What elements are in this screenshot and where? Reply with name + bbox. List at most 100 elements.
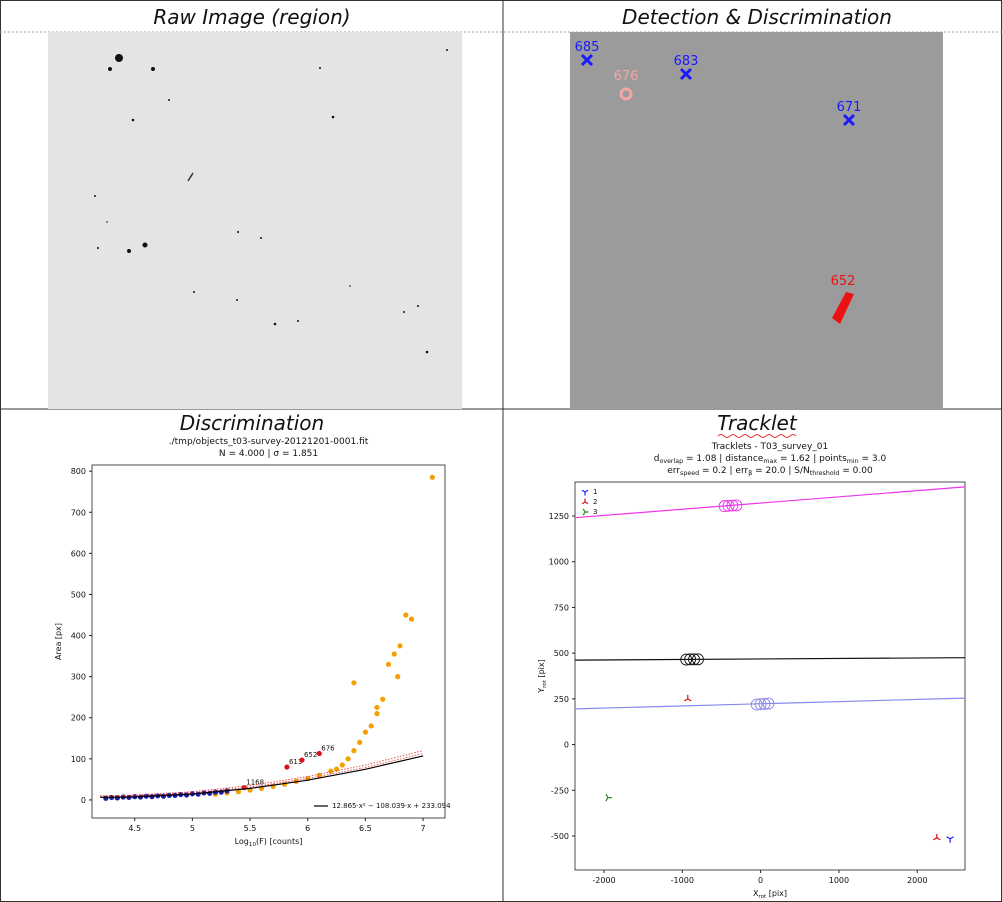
y-tick-label: 600 xyxy=(71,549,86,558)
y-tick-label: 100 xyxy=(71,754,86,763)
marker xyxy=(605,793,612,802)
y-tick-label: 1250 xyxy=(549,512,569,521)
ring xyxy=(684,653,697,666)
y-tick-label: 200 xyxy=(71,713,86,722)
detection-label: 683 xyxy=(674,54,699,69)
point xyxy=(362,729,369,735)
x-tick-label: 7 xyxy=(421,824,426,833)
chart-subtitle: N = 4.000 | σ = 1.851 xyxy=(219,449,318,459)
spell-underline xyxy=(717,434,797,438)
legend-marker xyxy=(581,498,589,505)
marker xyxy=(946,836,954,843)
detection-label: 676 xyxy=(614,69,639,84)
detection-image: 685 683 676 671 652 xyxy=(570,32,943,410)
point xyxy=(374,704,380,711)
y-tick-label: 500 xyxy=(71,590,86,599)
point xyxy=(235,789,242,795)
detection-label: 652 xyxy=(831,274,856,289)
y-tick-label: 1000 xyxy=(549,557,569,566)
axes xyxy=(574,481,966,871)
raw-image xyxy=(48,32,462,409)
y-axis-label: Area [px] xyxy=(54,623,63,660)
point-label: 652 xyxy=(304,751,317,759)
x-tick-label: 0 xyxy=(758,876,763,885)
x-axis-label: Log10(F) [counts] xyxy=(235,837,303,848)
y-tick-label: 500 xyxy=(554,649,569,658)
legend-label: 3 xyxy=(593,508,597,516)
y-tick-label: 800 xyxy=(71,467,86,476)
point xyxy=(207,790,213,796)
y-tick-label: 250 xyxy=(554,694,569,703)
y-tick-label: 400 xyxy=(71,631,86,640)
legend-marker xyxy=(581,489,589,496)
x-tick-label: 2000 xyxy=(907,876,927,885)
point xyxy=(299,757,305,763)
legend-label: 1 xyxy=(593,488,597,496)
x-tick-label: 5 xyxy=(190,824,195,833)
point xyxy=(429,474,435,480)
point-label: 1168 xyxy=(246,779,264,787)
y-tick-label: 0 xyxy=(81,795,86,804)
ring xyxy=(730,499,743,512)
axes xyxy=(91,464,446,819)
fit-line xyxy=(100,753,424,797)
legend-label: 12.865·x² − 108.039·x + 233.094 xyxy=(332,802,451,810)
x-axis-label: Xrot [pix] xyxy=(753,889,787,900)
marker xyxy=(684,694,692,702)
ring xyxy=(758,698,771,710)
x-tick-label: 6.5 xyxy=(359,824,372,833)
y-tick-label: 0 xyxy=(564,740,569,749)
point xyxy=(391,651,397,657)
legend-marker xyxy=(582,508,589,516)
point xyxy=(316,750,322,757)
x-tick-label: -1000 xyxy=(671,876,694,885)
legend-label: 2 xyxy=(593,498,597,506)
chart-subtitle: doverlap = 1.08 | distancemax = 1.62 | p… xyxy=(654,454,887,466)
x-tick-label: 6 xyxy=(305,824,310,833)
point xyxy=(328,768,334,774)
chart-title: Tracklets - T03_survey_01 xyxy=(711,442,828,452)
point-label: 613 xyxy=(289,758,302,766)
y-tick-label: -500 xyxy=(551,831,569,840)
y-tick-label: 300 xyxy=(71,672,86,681)
chart-subtitle: errspeed = 0.2 | errβ = 20.0 | S/Nthresh… xyxy=(667,466,873,478)
point xyxy=(351,748,357,754)
ring xyxy=(750,698,763,711)
y-tick-label: 750 xyxy=(554,603,569,612)
point xyxy=(380,696,386,702)
point xyxy=(395,674,401,680)
ring xyxy=(754,698,767,711)
point xyxy=(408,616,415,622)
fit-line xyxy=(574,657,966,661)
point xyxy=(374,711,380,717)
panel-title: Discrimination xyxy=(180,411,324,435)
point xyxy=(368,723,374,729)
panel-title: Raw Image (region) xyxy=(153,5,350,29)
point xyxy=(284,764,290,770)
x-tick-label: 1000 xyxy=(829,876,849,885)
point xyxy=(339,762,345,768)
point-label: 676 xyxy=(321,744,335,752)
ring xyxy=(722,499,735,512)
x-tick-label: -2000 xyxy=(592,876,615,885)
y-axis-label: Yrot [pix] xyxy=(537,659,548,694)
marker xyxy=(933,833,941,841)
point xyxy=(403,612,409,618)
fit-line xyxy=(574,486,966,519)
fit-line xyxy=(100,750,424,797)
fit-line xyxy=(100,755,424,798)
detection-label: 671 xyxy=(837,100,862,115)
x-tick-label: 5.5 xyxy=(244,824,257,833)
y-tick-label: 700 xyxy=(71,508,86,517)
point xyxy=(351,680,357,686)
point xyxy=(345,756,351,762)
y-tick-label: -250 xyxy=(551,786,569,795)
detection-label: 685 xyxy=(575,40,600,55)
point xyxy=(357,739,363,745)
x-tick-label: 4.5 xyxy=(128,824,141,833)
ring xyxy=(718,500,731,513)
ring xyxy=(680,653,693,666)
ring xyxy=(726,499,739,512)
point xyxy=(385,661,392,667)
